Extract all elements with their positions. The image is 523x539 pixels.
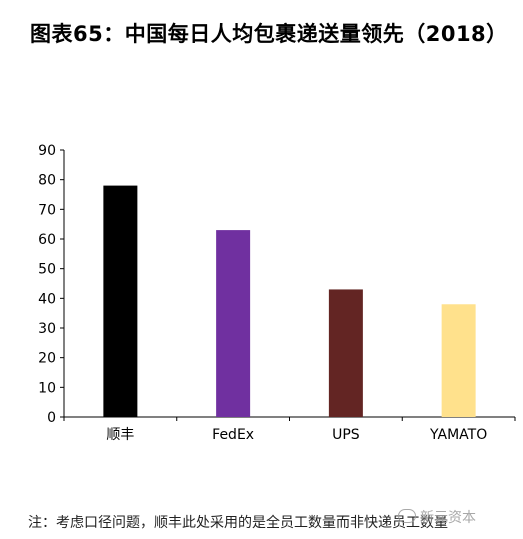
bar-2 — [328, 289, 363, 417]
y-tick-label: 60 — [38, 232, 56, 248]
x-tick-label: UPS — [332, 427, 360, 443]
watermark: 新元资本 — [398, 507, 476, 527]
watermark-text: 新元资本 — [420, 510, 476, 526]
chart-axes — [60, 149, 516, 421]
y-tick-label: 40 — [38, 291, 56, 307]
x-tick-label: 顺丰 — [106, 427, 134, 443]
chart-bars — [103, 185, 476, 417]
y-tick-label: 10 — [38, 380, 56, 396]
bar-1 — [216, 230, 251, 417]
y-tick-label: 70 — [38, 202, 56, 218]
y-tick-label: 50 — [38, 262, 56, 278]
chart-title: 图表65：中国每日人均包裹递送量领先（2018） — [30, 22, 508, 46]
wechat-icon — [398, 509, 416, 523]
y-tick-label: 30 — [38, 321, 56, 337]
y-tick-label: 90 — [38, 143, 56, 159]
bar-3 — [441, 304, 476, 417]
x-tick-label: YAMATO — [429, 427, 487, 443]
chart-labels: 0 10 20 30 40 50 60 70 80 90 顺丰 FedEx UPS YAMATO — [38, 143, 487, 443]
y-tick-label: 20 — [38, 351, 56, 367]
x-tick-label: FedEx — [212, 427, 254, 443]
y-tick-label: 80 — [38, 173, 56, 189]
bar-0 — [103, 185, 138, 417]
footnote: 注：考虑口径问题，顺丰此处采用的是全员工数量而非快递员工数量 — [28, 515, 448, 531]
y-tick-label: 0 — [47, 410, 56, 426]
